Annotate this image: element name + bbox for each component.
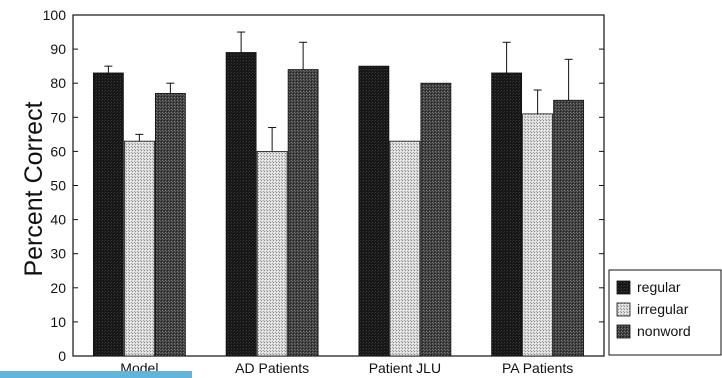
y-tick-label: 90 (50, 41, 66, 57)
y-tick-label: 0 (58, 348, 66, 364)
bar-nonword-0 (154, 93, 186, 357)
bar-nonword-2 (420, 82, 452, 357)
y-axis-title: Percent Correct (20, 101, 48, 276)
legend-swatch-irregular (616, 302, 631, 317)
bar-regular-0 (92, 72, 124, 357)
bar-regular-1 (225, 52, 257, 357)
bar-regular-2 (358, 65, 390, 357)
y-tick-label: 80 (50, 75, 66, 91)
y-tick-label: 10 (50, 314, 66, 330)
bars (92, 52, 585, 357)
x-category-label: Patient JLU (369, 360, 441, 376)
bar-nonword-1 (287, 69, 319, 357)
legend-swatch-nonword (616, 324, 631, 339)
legend-label-nonword: nonword (637, 323, 691, 339)
y-tick-label: 60 (50, 143, 66, 159)
decorative-blue-strip (0, 371, 192, 378)
bar-irregular-0 (123, 140, 155, 357)
y-tick-label: 40 (50, 212, 66, 228)
legend-label-regular: regular (637, 279, 681, 295)
legend-label-irregular: irregular (637, 301, 689, 317)
y-tick-label: 30 (50, 246, 66, 262)
bar-irregular-1 (256, 150, 288, 357)
error-bars (104, 31, 573, 152)
legend: regular irregular nonword (608, 269, 722, 356)
x-category-label: AD Patients (235, 360, 309, 376)
y-tick-label: 50 (50, 178, 66, 194)
x-category-label: PA Patients (502, 360, 573, 376)
legend-swatch-regular (616, 280, 631, 295)
y-tick-label: 70 (50, 109, 66, 125)
bar-irregular-3 (522, 113, 554, 357)
bar-nonword-3 (553, 99, 585, 357)
axes (72, 14, 605, 357)
bar-irregular-2 (389, 140, 421, 357)
bar-regular-3 (491, 72, 523, 357)
y-tick-label: 20 (50, 280, 66, 296)
y-tick-label: 100 (43, 7, 67, 23)
